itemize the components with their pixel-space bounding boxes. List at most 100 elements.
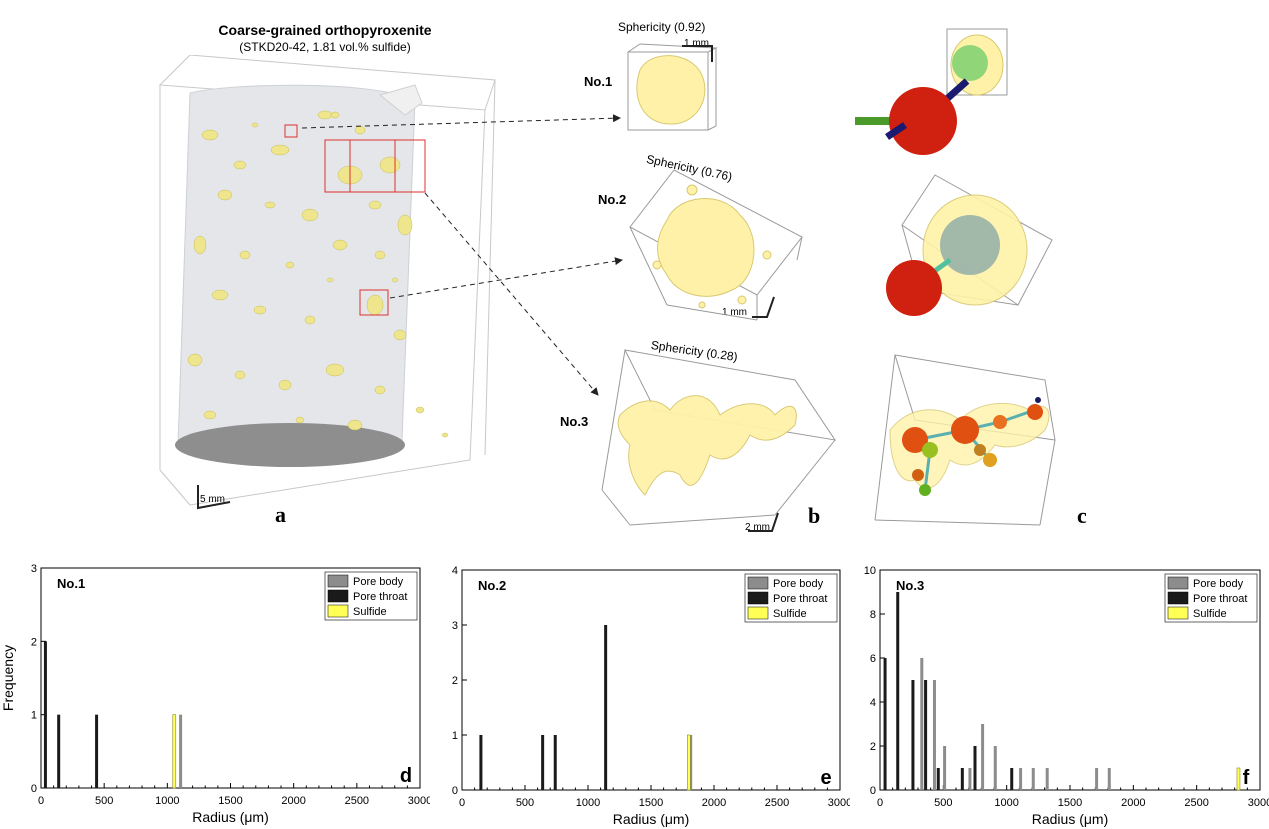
bleb-1-scale: 1 mm <box>684 38 709 49</box>
panel-a-title: Coarse-grained orthopyroxenite <box>218 22 432 38</box>
legend-swatch <box>747 606 769 620</box>
bar <box>95 714 99 788</box>
bar <box>920 658 924 790</box>
x-tick-label: 3000 <box>828 797 850 809</box>
pore-network-model-3 <box>874 354 1056 526</box>
x-tick-label: 3000 <box>408 795 430 807</box>
y-tick-label: 1 <box>452 730 458 742</box>
bar <box>960 768 964 790</box>
y-tick-label: 2 <box>452 675 458 687</box>
bar <box>179 714 183 788</box>
bleb-2-label: No.2 <box>598 192 627 207</box>
legend-label: Sulfide <box>773 608 807 620</box>
bar <box>1236 767 1241 791</box>
pore-network-model-1 <box>855 28 1008 155</box>
bar <box>1010 768 1014 790</box>
x-tick-label: 2000 <box>702 797 726 809</box>
x-tick-label: 500 <box>95 795 113 807</box>
x-tick-label: 0 <box>38 795 44 807</box>
bleb-1-label: No.1 <box>584 74 613 89</box>
bar <box>896 592 900 790</box>
y-tick-label: 4 <box>452 565 458 577</box>
legend-label: Sulfide <box>1193 608 1227 620</box>
bar <box>43 641 47 788</box>
x-tick-label: 0 <box>459 797 465 809</box>
bar <box>1095 768 1099 790</box>
histogram-no2: 0 500 1000 1500 2000 2500 3000 0 1 2 3 4 Radius (μm)… <box>452 565 850 827</box>
histogram-no3: 0 500 1000 1500 2000 2500 3000 0 2 4 6 8 10 Radius (μ… <box>864 565 1269 827</box>
legend-swatch <box>327 604 349 618</box>
bar <box>936 768 940 790</box>
x-axis-label: Radius (μm) <box>192 809 269 825</box>
bar <box>541 735 545 790</box>
chart-title: No.3 <box>896 578 924 593</box>
pore-network-model-2 <box>886 174 1053 316</box>
y-tick-label: 1 <box>31 710 37 722</box>
bar <box>553 735 557 790</box>
legend-swatch <box>327 574 349 588</box>
x-tick-label: 3000 <box>1248 797 1269 809</box>
bar <box>57 714 61 788</box>
bar <box>686 734 691 791</box>
panel-b-letter: b <box>808 503 821 528</box>
bleb-2-render <box>629 169 803 321</box>
y-tick-label: 0 <box>452 785 458 797</box>
bleb-1-sphericity: Sphericity (0.92) <box>618 20 706 34</box>
connector-arrows <box>301 114 623 396</box>
x-tick-label: 2500 <box>1184 797 1208 809</box>
chart-title: No.2 <box>478 578 506 593</box>
y-tick-label: 0 <box>31 783 37 795</box>
histogram-no1: 0 500 1000 1500 2000 2500 3000 0 1 2 3 Radius (μm) F… <box>0 563 430 825</box>
y-tick-label: 3 <box>31 563 37 575</box>
legend-swatch <box>747 576 769 590</box>
bar <box>1031 768 1035 790</box>
x-tick-label: 2000 <box>281 795 305 807</box>
x-tick-label: 2000 <box>1121 797 1145 809</box>
legend-label: Pore body <box>1193 578 1244 590</box>
bar <box>604 625 608 790</box>
y-tick-label: 10 <box>864 565 876 577</box>
y-tick-label: 2 <box>31 636 37 648</box>
x-axis-label: Radius (μm) <box>613 811 690 827</box>
panel-letter: f <box>1243 767 1250 789</box>
bar <box>1045 768 1049 790</box>
bar <box>1107 768 1111 790</box>
panel-c-letter: c <box>1077 503 1087 528</box>
legend-swatch <box>1167 606 1189 620</box>
legend-swatch <box>327 589 349 603</box>
legend-label: Pore body <box>773 578 824 590</box>
x-tick-label: 2500 <box>765 797 789 809</box>
legend-swatch <box>1167 591 1189 605</box>
sample-cylinder-render <box>158 55 496 510</box>
x-tick-label: 0 <box>877 797 883 809</box>
x-tick-label: 2500 <box>345 795 369 807</box>
legend-label: Pore throat <box>773 593 827 605</box>
x-tick-label: 500 <box>516 797 534 809</box>
bar <box>911 680 915 790</box>
x-tick-label: 1500 <box>1058 797 1082 809</box>
y-tick-label: 6 <box>870 653 876 665</box>
y-tick-label: 3 <box>452 620 458 632</box>
x-tick-label: 1000 <box>576 797 600 809</box>
x-tick-label: 1000 <box>155 795 179 807</box>
y-axis-label: Frequency <box>0 645 16 711</box>
x-tick-label: 500 <box>934 797 952 809</box>
legend-label: Sulfide <box>353 606 387 618</box>
legend-label: Pore body <box>353 576 404 588</box>
y-tick-label: 8 <box>870 609 876 621</box>
bar <box>932 680 936 790</box>
panel-letter: e <box>820 767 831 789</box>
bar <box>981 724 985 790</box>
bar <box>689 735 693 790</box>
panel-a-subtitle: (STKD20-42, 1.81 vol.% sulfide) <box>239 40 411 54</box>
chart-title: No.1 <box>57 576 85 591</box>
legend-swatch <box>1167 576 1189 590</box>
bar <box>943 746 947 790</box>
bar <box>993 746 997 790</box>
y-tick-label: 4 <box>870 697 876 709</box>
legend-swatch <box>747 591 769 605</box>
panel-letter: d <box>400 765 412 787</box>
bleb-3-render <box>601 349 837 532</box>
bar <box>973 746 977 790</box>
bar <box>1019 768 1023 790</box>
